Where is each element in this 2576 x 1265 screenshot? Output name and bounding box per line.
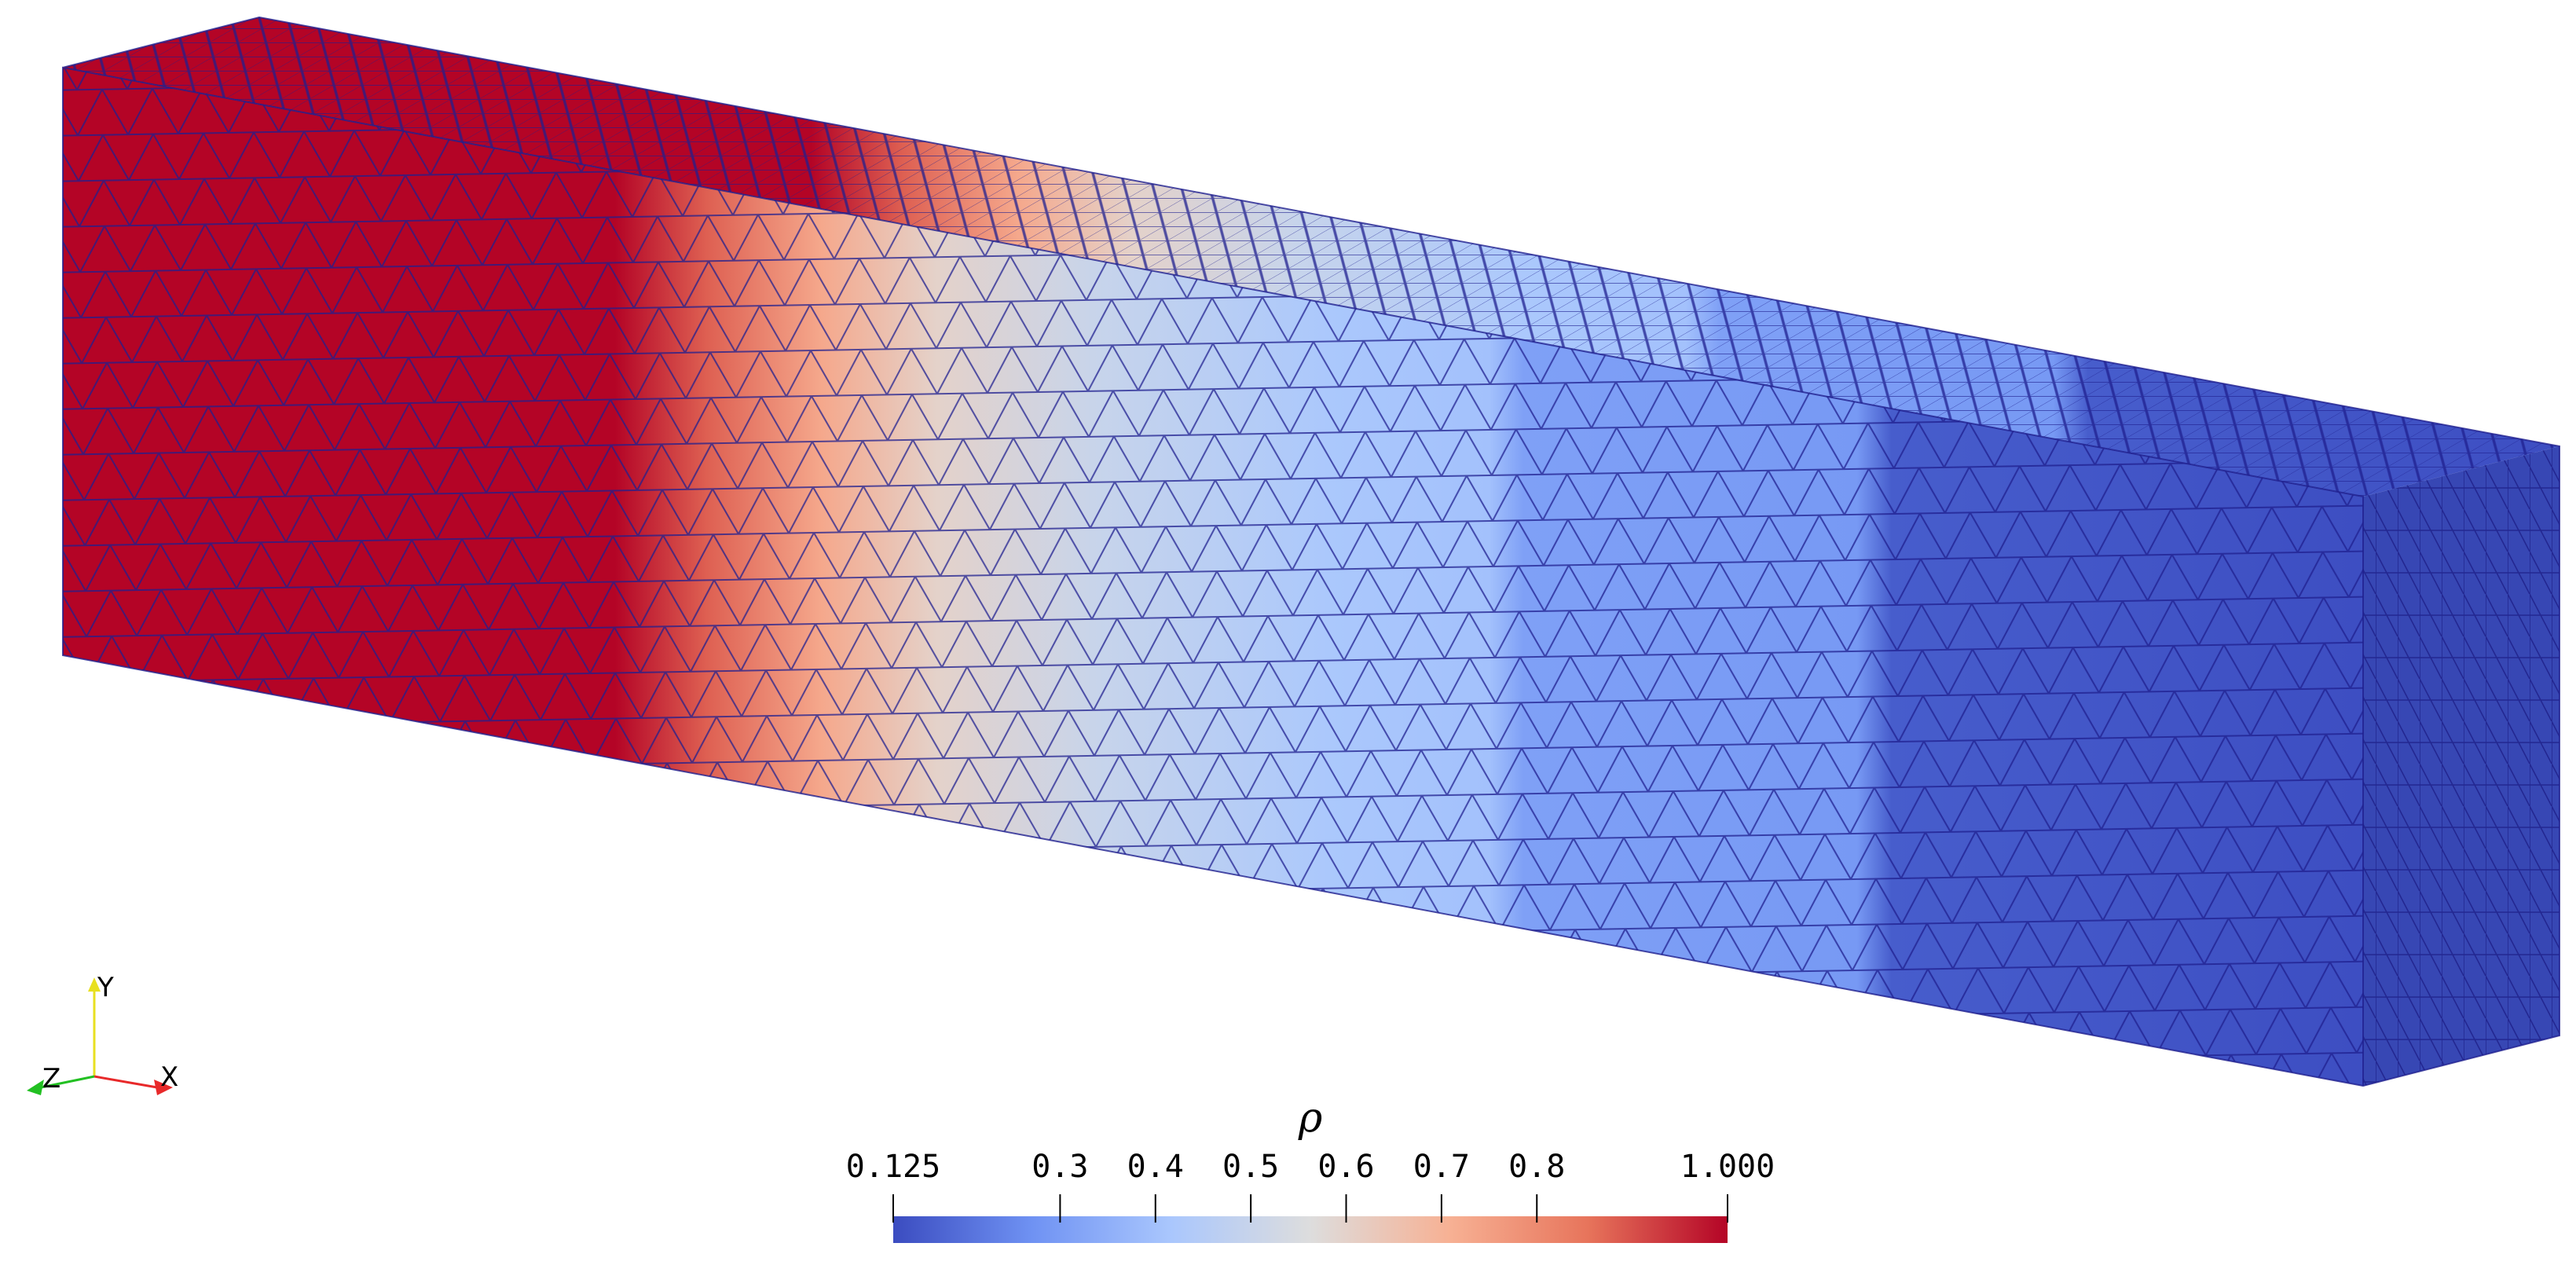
colorbar-gradient <box>893 1216 1728 1243</box>
colorbar-tick-label: 0.4 <box>1127 1149 1184 1185</box>
colorbar-tick-label: 0.8 <box>1508 1149 1565 1185</box>
colorbar: ρ 0.125 0.3 0.4 0.5 0.6 0.7 0.8 1.000 <box>846 1094 1775 1243</box>
colorbar-title: ρ <box>1298 1094 1323 1142</box>
z-axis-label: Z <box>42 1063 60 1094</box>
orientation-axes: Y X Z <box>27 972 178 1095</box>
colorbar-tick-label: 0.5 <box>1222 1149 1279 1185</box>
colorbar-tick-label: 0.7 <box>1413 1149 1470 1185</box>
y-axis-label: Y <box>97 972 114 1003</box>
x-axis-label: X <box>160 1062 178 1093</box>
beam-mesh <box>62 16 2560 1087</box>
colorbar-tick-label: 0.6 <box>1317 1149 1374 1185</box>
colorbar-tick-label: 0.125 <box>846 1149 940 1185</box>
colorbar-tick-label: 1.000 <box>1680 1149 1775 1185</box>
colorbar-tick-label: 0.3 <box>1031 1149 1088 1185</box>
